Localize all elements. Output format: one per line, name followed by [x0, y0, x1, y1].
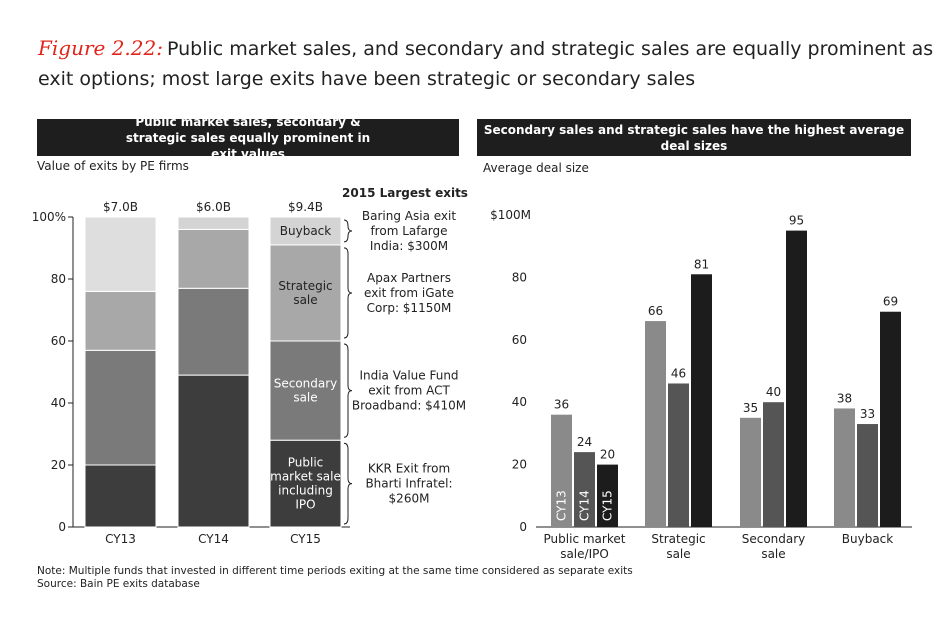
callout-text-2: Apax Partners exit from iGate Corp: $1150M: [364, 271, 454, 315]
figure-title-text: Public market sales, and secondary and s…: [38, 38, 934, 90]
right-bar-CY13-1: [645, 321, 666, 527]
left-bar-CY14-public: [177, 374, 250, 528]
right-series-label-CY13: CY13: [555, 490, 569, 521]
notes: Note: Multiple funds that invested in di…: [37, 565, 633, 591]
right-bar-CY14-1: [668, 383, 689, 527]
right-value-label: 69: [883, 295, 898, 309]
left-bar-CY15-buyback: [269, 216, 342, 246]
right-series-label-CY14: CY14: [578, 490, 592, 521]
right-category-label-0: Public market sale/IPO: [544, 532, 626, 561]
right-bar-CY15-2: [786, 230, 807, 527]
right-y-tick-label: 80: [512, 270, 527, 284]
left-bar-CY15-strategic: [269, 244, 342, 342]
right-y-tick-label: 0: [519, 520, 527, 534]
right-value-label: 81: [694, 257, 709, 271]
left-category-label: CY13: [105, 532, 136, 546]
left-bar-CY13-public: [84, 464, 157, 528]
left-panel-subtitle: Value of exits by PE firms: [37, 159, 189, 173]
cy15-segment-label-3: Buyback: [280, 224, 332, 238]
callout-text-3: Baring Asia exit from Lafarge India: $300M: [362, 209, 456, 253]
right-value-label: 38: [837, 391, 852, 405]
right-bar-CY13-0: [551, 414, 572, 527]
left-y-tick-label: 40: [51, 396, 66, 410]
right-bar-CY14-0: [574, 452, 595, 527]
right-value-label: 46: [671, 366, 686, 380]
right-category-label-1: Strategic sale: [651, 532, 705, 561]
callout-bracket-0: [343, 442, 353, 525]
callout-text-0: KKR Exit from Bharti Infratel: $260M: [365, 462, 452, 506]
right-value-label: 33: [860, 407, 875, 421]
cy15-segment-label-0: Public market sale including IPO: [270, 456, 341, 512]
left-category-label: CY14: [198, 532, 229, 546]
right-y-tick-label: 40: [512, 395, 527, 409]
right-bar-CY14-2: [763, 402, 784, 527]
left-y-tick-label: 20: [51, 458, 66, 472]
left-bar-CY14-secondary: [177, 287, 250, 376]
left-y-tick-label: 60: [51, 334, 66, 348]
left-category-label: CY15: [290, 532, 321, 546]
left-bar-CY13-buyback: [84, 216, 157, 292]
source-text: Source: Bain PE exits database: [37, 578, 200, 590]
figure-label: Figure 2.22:: [38, 36, 163, 60]
left-bar-CY13-strategic: [84, 290, 157, 351]
figure-title: Figure 2.22: Public market sales, and sec…: [38, 33, 938, 94]
right-value-label: 40: [766, 385, 781, 399]
cy15-segment-label-2: Strategic sale: [278, 279, 332, 307]
left-bar-CY15-public: [269, 439, 342, 528]
callout-bracket-3: [343, 219, 353, 243]
right-bar-CY14-3: [857, 424, 878, 527]
right-bar-CY13-2: [740, 417, 761, 527]
right-category-label-2: Secondary sale: [742, 532, 806, 561]
callout-text-1: India Value Fund exit from ACT Broadband: …: [352, 369, 466, 413]
left-bar-CY14-buyback: [177, 216, 250, 230]
left-bar-CY13-secondary: [84, 349, 157, 466]
right-y-tick-label: 20: [512, 458, 527, 472]
right-y-tick-label: $100M: [490, 208, 531, 222]
right-bar-CY15-3: [880, 311, 901, 527]
left-y-tick-label: 0: [58, 520, 66, 534]
cy15-segment-label-1: Secondary sale: [274, 377, 338, 405]
right-panel-subtitle: Average deal size: [483, 161, 589, 175]
left-total-label: $7.0B: [103, 200, 138, 214]
callout-bracket-1: [343, 343, 353, 438]
right-bar-CY13-3: [834, 408, 855, 527]
right-bar-CY15-0: [597, 464, 618, 527]
callout-bracket-2: [343, 247, 353, 339]
right-value-label: 20: [600, 448, 615, 462]
right-panel-header: Secondary sales and strategic sales have…: [477, 119, 911, 156]
right-series-label-CY15: CY15: [601, 490, 615, 521]
right-category-label-3: Buyback: [842, 532, 894, 546]
right-bar-CY15-1: [691, 274, 712, 527]
right-value-label: 36: [554, 398, 569, 412]
left-total-label: $9.4B: [288, 200, 323, 214]
left-y-tick-label: 80: [51, 272, 66, 286]
left-panel-header: Public market sales, secondary & strateg…: [37, 115, 459, 161]
left-bar-CY15-secondary: [269, 340, 342, 441]
left-total-label: $6.0B: [196, 200, 231, 214]
left-y-tick-label: 100%: [32, 210, 66, 224]
right-value-label: 95: [789, 214, 804, 228]
right-value-label: 24: [577, 435, 592, 449]
left-bar-CY14-strategic: [177, 228, 250, 289]
right-value-label: 35: [743, 401, 758, 415]
right-y-tick-label: 60: [512, 333, 527, 347]
callout-title: 2015 Largest exits: [342, 186, 468, 200]
note-text: Note: Multiple funds that invested in di…: [37, 565, 633, 577]
right-value-label: 66: [648, 304, 663, 318]
